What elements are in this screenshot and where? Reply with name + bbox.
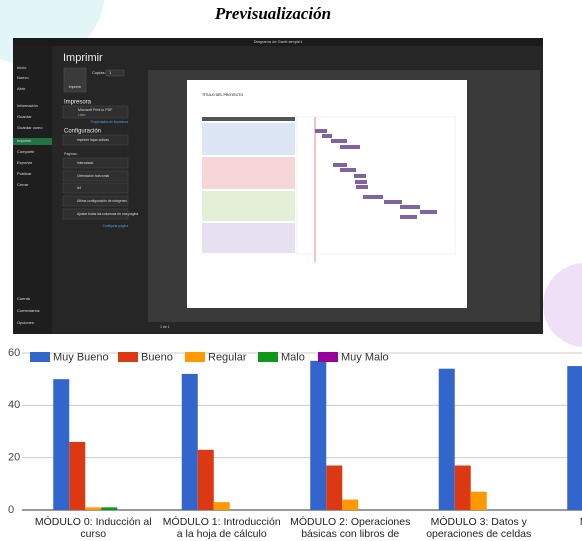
chart: 0 20 40 60 Muy Bueno Bueno Regular Malo Muy Malo bbox=[8, 347, 582, 516]
nav-item[interactable]: Información bbox=[17, 103, 38, 108]
bar bbox=[197, 449, 214, 510]
nav-item[interactable]: Inicio bbox=[17, 65, 27, 70]
printer-select[interactable] bbox=[62, 105, 129, 119]
bar bbox=[69, 441, 86, 510]
setting-label: Orientación horizontal bbox=[77, 174, 109, 178]
nav-item[interactable]: Imprimir bbox=[17, 138, 32, 143]
bar bbox=[181, 373, 198, 510]
printer-name: Microsoft Print to PDF bbox=[78, 108, 112, 112]
y-tick-label: 60 bbox=[8, 347, 20, 359]
settings-list: Imprimir hojas activas Intercalado Orienta… bbox=[62, 134, 138, 220]
bar bbox=[310, 360, 327, 510]
legend-label: Muy Bueno bbox=[53, 351, 109, 363]
nav-list: Inicio Nuevo Abrir Información Guardar Guarda… bbox=[17, 65, 43, 325]
nav-item[interactable]: Guardar bbox=[17, 114, 32, 119]
window-title: Diagrama de Gantt simple1 bbox=[254, 39, 303, 44]
printer-heading: Impresora bbox=[64, 100, 92, 106]
settings-heading: Configuración bbox=[64, 129, 101, 135]
y-tick-label: 0 bbox=[8, 504, 14, 516]
setting-box[interactable] bbox=[62, 134, 129, 146]
nav-item[interactable]: Publicar bbox=[17, 171, 32, 176]
nav-item[interactable]: Nuevo bbox=[17, 75, 29, 80]
nav-item[interactable]: Exportar bbox=[17, 160, 33, 165]
copies-label: Copias: bbox=[92, 70, 106, 75]
legend-swatch bbox=[118, 352, 138, 362]
copies-input[interactable] bbox=[105, 69, 125, 77]
preview-title: TÍTULO DEL PROYECTO bbox=[202, 92, 243, 97]
table-header bbox=[202, 117, 295, 121]
bar bbox=[101, 507, 118, 510]
nav-selected bbox=[13, 138, 52, 145]
group-a bbox=[202, 123, 295, 155]
x-tick-label: MÓDULO 1: Introducción a la hoja de cálc… bbox=[162, 516, 281, 540]
bar bbox=[454, 465, 471, 510]
setting-box[interactable] bbox=[62, 195, 129, 207]
x-tick-label: MÓDULO 4 bbox=[545, 516, 582, 528]
legend-label: Regular bbox=[208, 351, 247, 363]
group-c bbox=[202, 191, 295, 221]
page-title: Previsualización bbox=[214, 4, 331, 23]
heading: Imprimir bbox=[63, 52, 103, 64]
setting-box[interactable] bbox=[62, 157, 129, 169]
bar bbox=[213, 502, 230, 510]
legend-swatch bbox=[258, 352, 278, 362]
decor-blob bbox=[543, 263, 582, 347]
legend-label: Muy Malo bbox=[341, 351, 389, 363]
bar bbox=[438, 368, 455, 510]
nav-item[interactable]: Compartir bbox=[17, 149, 35, 154]
x-tick-label: MÓDULO 2: Operaciones básicas con libros… bbox=[290, 516, 411, 541]
print-button-label: Imprimir bbox=[69, 85, 82, 89]
page-setup[interactable]: Configurar página bbox=[103, 224, 129, 228]
setting-label: Ajustar todas las columnas en una página bbox=[77, 212, 138, 216]
gantt-grid bbox=[296, 116, 456, 255]
setting-label: Intercalado bbox=[77, 161, 93, 165]
legend-label: Bueno bbox=[141, 351, 173, 363]
nav-item[interactable]: Cuenta bbox=[17, 296, 31, 301]
x-tick-label: MÓDULO 3: Datos y operaciones de celdas bbox=[426, 516, 532, 540]
y-tick-label: 20 bbox=[8, 452, 20, 464]
nav-item[interactable]: Abrir bbox=[17, 86, 26, 91]
bar bbox=[53, 379, 70, 510]
nav-item[interactable]: Cerrar bbox=[17, 182, 29, 187]
bar bbox=[567, 366, 582, 510]
legend-label: Malo bbox=[281, 351, 305, 363]
copies-value: 1 bbox=[109, 70, 112, 75]
excel-screenshot: Diagrama de Gantt simple1 Inicio Nuevo Abr… bbox=[13, 38, 543, 334]
printer-status: Listo bbox=[78, 113, 85, 117]
nav-item[interactable]: Opciones bbox=[17, 320, 34, 325]
setting-box[interactable] bbox=[62, 170, 129, 182]
bar bbox=[326, 465, 343, 510]
y-tick-label: 40 bbox=[8, 399, 20, 411]
bar bbox=[470, 491, 487, 510]
bar bbox=[342, 499, 359, 510]
nav-item[interactable]: Guardar como bbox=[17, 125, 43, 130]
printer-properties[interactable]: Propiedades de impresora bbox=[91, 120, 129, 124]
pages-label: Páginas: bbox=[64, 152, 78, 156]
nav-pane bbox=[13, 46, 52, 334]
page-nav: 1 de 1 bbox=[160, 325, 170, 329]
group-b bbox=[202, 157, 295, 189]
setting-label: A4 bbox=[77, 186, 81, 190]
setting-box[interactable] bbox=[62, 208, 129, 220]
nav-item[interactable]: Comentarios bbox=[17, 308, 40, 313]
legend-swatch bbox=[318, 352, 338, 362]
x-tick-label: MÓDULO 0: Inducción al curso bbox=[34, 516, 152, 540]
group-d bbox=[202, 223, 295, 253]
bar bbox=[85, 507, 102, 510]
gantt-bars bbox=[315, 129, 437, 219]
legend-swatch bbox=[185, 352, 205, 362]
titlebar bbox=[13, 38, 543, 46]
setting-box[interactable] bbox=[62, 182, 129, 194]
print-button[interactable] bbox=[63, 67, 87, 93]
legend-swatch bbox=[30, 352, 50, 362]
setting-label: Última configuración de márgenes bbox=[77, 199, 127, 203]
setting-label: Imprimir hojas activas bbox=[77, 138, 109, 142]
